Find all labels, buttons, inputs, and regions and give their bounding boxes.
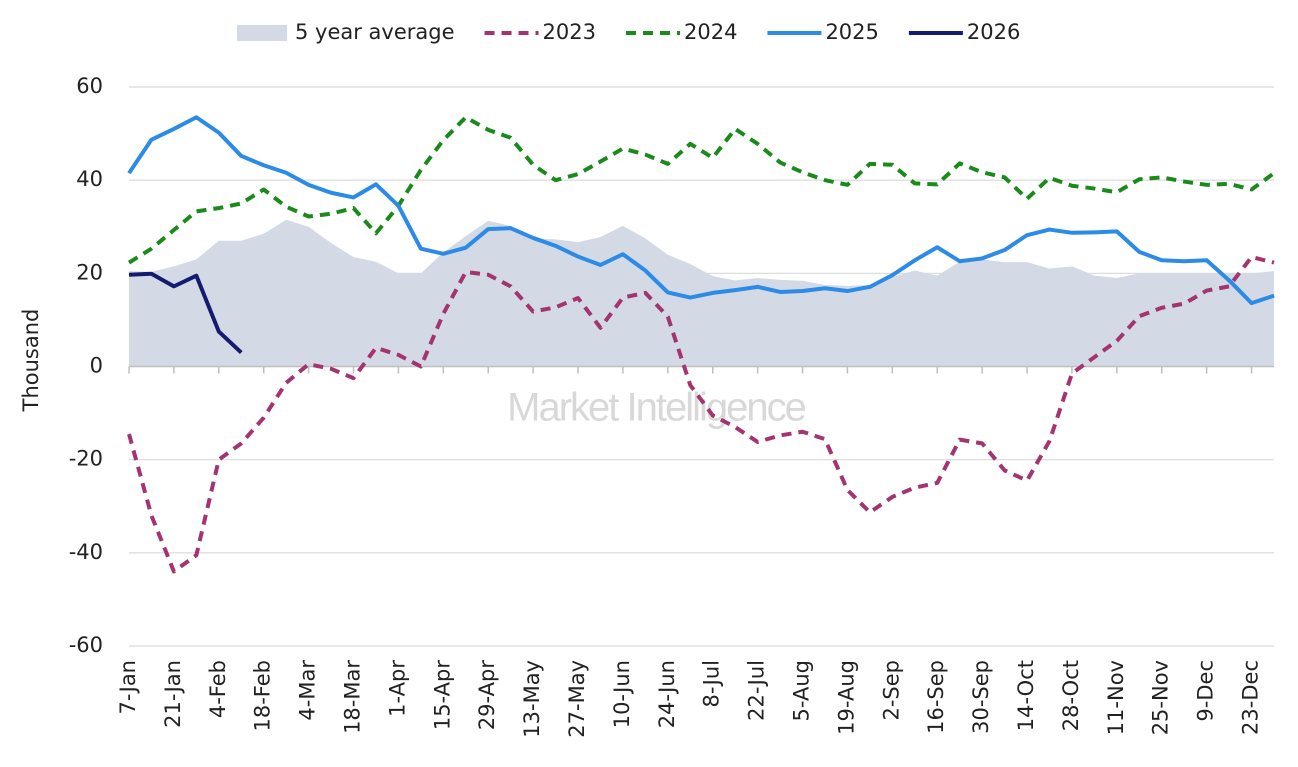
y-tick-label: -40 [69,540,103,564]
legend-label: 2024 [684,20,737,44]
x-tick-label: 23-Dec [1239,660,1263,735]
y-axis-label: Thousand [19,309,43,413]
legend-swatch [237,25,287,41]
x-tick-label: 4-Mar [296,660,320,721]
x-tick-label: 9-Dec [1194,660,1218,722]
x-tick-label: 19-Aug [834,660,858,735]
x-tick-label: 22-Jul [745,660,769,721]
line [127,115,1275,306]
y-tick-label: -60 [69,633,103,657]
x-tick-label: 8-Jul [700,660,724,707]
y-tick-label: 60 [76,74,103,98]
x-tick-label: 7-Jan [116,660,140,714]
x-tick-label: 14-Oct [1014,660,1038,731]
x-tick-label: 24-Jun [655,660,679,728]
y-tick-label: 20 [76,260,103,284]
x-tick-label: 16-Sep [924,660,948,734]
x-tick-label: 29-Apr [475,660,499,731]
legend-label: 2025 [825,20,878,44]
legend-label: 2023 [543,20,596,44]
x-tick-label: 18-Mar [341,660,365,734]
line [128,271,243,354]
y-tick-label: -20 [69,447,103,471]
x-tick-label: 5-Aug [790,660,814,721]
x-tick-label: 1-Apr [385,660,409,717]
x-tick-label: 4-Feb [206,660,230,718]
x-tick-label: 21-Jan [161,660,185,728]
y-tick-label: 0 [90,354,103,378]
x-tick-label: 15-Apr [430,660,454,731]
line [127,255,1275,574]
y-tick-label: 40 [76,167,103,191]
legend: 5 year average 2023 2024 2025 2026 [237,20,1020,44]
x-tick-label: 10-Jun [610,660,634,728]
legend-label: 2026 [967,20,1020,44]
x-tick-label: 2-Sep [879,660,903,721]
x-tick-label: 18-Feb [251,660,275,731]
x-tick-label: 13-May [520,660,544,738]
x-tick-label: 28-Oct [1059,660,1083,731]
area [129,219,1274,367]
watermark-text: Market Intelligence [507,386,805,430]
x-tick-label: 25-Nov [1149,660,1173,735]
x-tick-label: 30-Sep [969,660,993,734]
x-tick-label: 27-May [565,660,589,738]
x-tick-label: 11-Nov [1104,660,1128,735]
legend-label: 5 year average [295,20,455,44]
